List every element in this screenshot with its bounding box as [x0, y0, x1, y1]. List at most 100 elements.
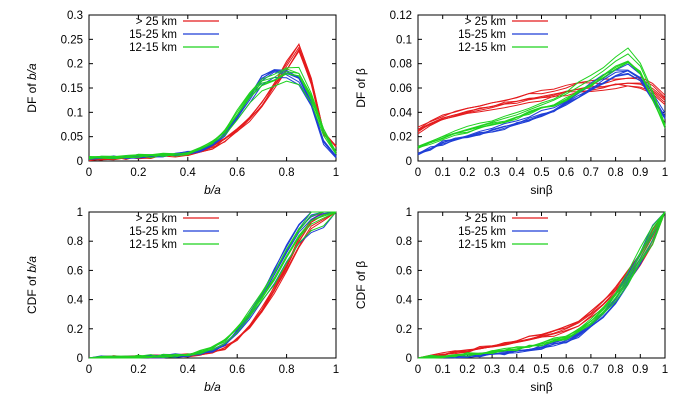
series-line [418, 211, 666, 359]
y-tick-label: 0.12 [390, 10, 412, 22]
series-line [88, 211, 337, 359]
y-axis-label: CDF of b/a [25, 256, 39, 314]
y-tick-label: 0.1 [67, 107, 83, 119]
series-line [417, 73, 666, 154]
y-axis-label: CDF of β [354, 261, 368, 309]
x-tick-label: 0.9 [632, 364, 648, 376]
x-tick-label: 1 [333, 167, 339, 179]
x-tick-label: 0 [415, 364, 421, 376]
y-tick-label: 0.4 [396, 295, 413, 307]
x-tick-label: 1 [662, 167, 668, 179]
x-tick-label: 0.2 [130, 167, 146, 179]
series-line [89, 211, 336, 359]
y-tick-label: 0 [406, 156, 412, 168]
x-tick-label: 0.3 [484, 167, 500, 179]
legend-label: 12-15 km [129, 239, 177, 251]
legend-label: 12-15 km [129, 42, 177, 54]
x-tick-label: 0.4 [509, 167, 526, 179]
x-tick-label: 0.7 [583, 364, 599, 376]
series-line [417, 47, 666, 148]
x-tick-label: 1 [333, 364, 339, 376]
x-tick-label: 0.2 [130, 364, 146, 376]
series-line [417, 85, 666, 135]
series-line [89, 211, 337, 359]
x-tick-label: 0.5 [534, 364, 550, 376]
legend-label: 15-25 km [129, 29, 177, 41]
x-tick-label: 0.8 [608, 364, 624, 376]
series-line [89, 211, 337, 359]
y-tick-label: 0.6 [396, 265, 412, 277]
y-tick-label: 0.3 [67, 10, 83, 22]
x-tick-label: 0.1 [435, 364, 451, 376]
x-tick-label: 0.6 [229, 364, 245, 376]
legend-label: > 25 km [136, 16, 177, 28]
series-line [89, 211, 336, 359]
series-line [88, 211, 336, 359]
series-line [88, 211, 337, 359]
series-line [88, 211, 336, 359]
y-tick-label: 0.6 [67, 265, 83, 277]
y-tick-label: 0.15 [61, 83, 83, 95]
x-tick-label: 0.4 [180, 364, 197, 376]
plot-frame [88, 211, 337, 359]
series-line [417, 83, 666, 133]
x-axis-label: b/a [204, 183, 221, 197]
x-tick-label: 0.2 [459, 364, 475, 376]
x-tick-label: 0.1 [435, 167, 451, 179]
x-tick-label: 0.4 [509, 364, 526, 376]
series-line [417, 63, 666, 154]
series-line [88, 66, 337, 159]
y-tick-label: 0.2 [67, 59, 83, 71]
panel-cdf-ba: 0 0.2 0.4 0.6 0.8 1 0 0.2 0.4 0.6 0.8 1 b/a CDF of b/… [25, 207, 339, 394]
legend-label: 12-15 km [458, 42, 506, 54]
y-tick-label: 1 [77, 207, 83, 219]
series-line [88, 73, 337, 159]
legend-label: > 25 km [465, 213, 506, 225]
series-line [88, 211, 337, 359]
y-tick-label: 0 [77, 156, 83, 168]
series-line [88, 68, 337, 160]
y-tick-label: 1 [406, 207, 412, 219]
x-tick-label: 0.3 [484, 364, 500, 376]
y-axis-label: DF of β [354, 68, 368, 108]
y-tick-label: 0.25 [61, 34, 83, 46]
y-tick-label: 0.05 [61, 132, 83, 144]
x-axis-label: sinβ [530, 380, 552, 394]
series-line [89, 211, 336, 359]
series-line [417, 76, 666, 130]
legend-label: > 25 km [136, 213, 177, 225]
series-line [88, 211, 337, 359]
series-line [88, 211, 336, 359]
series-line [417, 53, 666, 147]
y-tick-label: 0.8 [67, 236, 83, 248]
y-tick-label: 0.04 [390, 107, 413, 119]
x-tick-label: 0.6 [229, 167, 245, 179]
series-line [89, 211, 336, 359]
y-tick-label: 0.1 [396, 34, 412, 46]
legend-label: 15-25 km [458, 226, 506, 238]
x-tick-label: 0.6 [558, 167, 574, 179]
panel-cdf-beta: 0 0.1 0.2 0.3 0.4 0.5 0.6 0.7 0.8 0.9 1 0 0.2 0.4 0.6 0… [354, 207, 668, 394]
legend-label: 12-15 km [458, 239, 506, 251]
series-line [88, 211, 336, 359]
series-line [88, 211, 337, 359]
plot-frame [88, 14, 337, 162]
x-tick-label: 0 [415, 167, 421, 179]
series-line [89, 211, 337, 359]
x-axis-label: sinβ [530, 183, 552, 197]
legend-label: 15-25 km [458, 29, 506, 41]
x-tick-label: 1 [662, 364, 668, 376]
y-tick-label: 0.2 [396, 324, 412, 336]
legend-label: > 25 km [465, 16, 506, 28]
x-tick-label: 0.8 [279, 364, 295, 376]
x-tick-label: 0.6 [558, 364, 574, 376]
panel-df-beta: 0 0.1 0.2 0.3 0.4 0.5 0.6 0.7 0.8 0.9 1 0 0.02 0.04 0.… [354, 10, 668, 197]
x-tick-label: 0.5 [534, 167, 550, 179]
x-tick-label: 0.7 [583, 167, 599, 179]
x-tick-label: 0.8 [279, 167, 295, 179]
x-tick-label: 0 [86, 167, 92, 179]
y-tick-label: 0.02 [390, 132, 412, 144]
y-tick-label: 0.08 [390, 59, 412, 71]
x-tick-label: 0.2 [459, 167, 475, 179]
